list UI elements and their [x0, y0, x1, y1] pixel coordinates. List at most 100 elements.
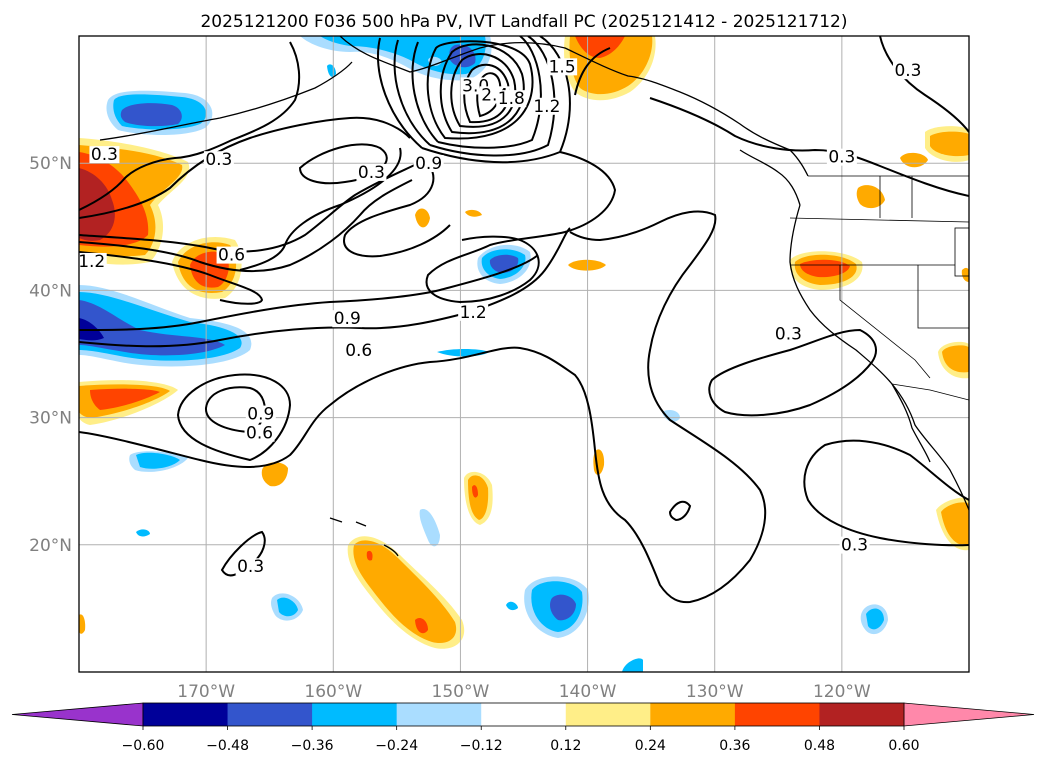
colorbar-overflow-arrow: [903, 702, 1035, 727]
contour-03-tiny: [668, 500, 692, 522]
anomaly-patch-small-positive-7: [79, 614, 86, 634]
anomaly-patch-hawaii-positive-core2: [415, 618, 428, 634]
pv-contours: [79, 36, 969, 604]
contour-label: 0.9: [247, 405, 274, 425]
colorbar-tick-label: 0.12: [550, 738, 581, 754]
contour-label: 0.3: [237, 557, 264, 577]
anomaly-patch-small-positive-1: [261, 462, 288, 487]
contour-09-north: [425, 151, 617, 304]
figure-title: 2025121200 F036 500 hPa PV, IVT Landfall…: [200, 12, 847, 32]
colorbar-underflow-arrow: [11, 702, 144, 727]
anomaly-patch-small-positive-6: [465, 209, 482, 217]
contour-03-upper-left: [79, 41, 301, 211]
anomaly-patch-small-negative-6-core: [866, 608, 884, 630]
state-border-4: [917, 265, 969, 329]
latitude-tick-labels: 20°N 30°N 40°N 50°N: [29, 154, 72, 556]
state-border-3: [839, 265, 931, 379]
contour-label-bg: [839, 536, 870, 554]
aleutian-islands: [99, 61, 353, 141]
contour-label-bg: [458, 303, 489, 321]
colorbar-tick-label: 0.24: [635, 738, 666, 754]
contour-label-bg: [332, 310, 363, 328]
anomaly-patch-alaska-negative-core: [320, 36, 486, 75]
colorbar-tick-label: −0.12: [460, 738, 503, 754]
anomaly-patch-32n-positive-core2: [90, 388, 160, 410]
lat-tick-label: 30°N: [29, 409, 72, 429]
anomaly-patch-small-negative-1-core: [136, 452, 180, 469]
colorbar-segment: [227, 703, 313, 726]
colorbar-segment: [819, 703, 905, 726]
contour-06-mid: [79, 227, 571, 348]
contour-label: 0.9: [415, 154, 442, 174]
colorbar-tick-label: −0.60: [122, 738, 165, 754]
state-border-5: [879, 176, 913, 218]
anomaly-patch-small-positive-2-core2: [472, 485, 478, 498]
baja-coastline: [891, 383, 931, 463]
contour-label: 0.6: [345, 341, 372, 361]
contour-03-big-south: [79, 210, 767, 604]
us-west-coastline: [789, 204, 969, 511]
anomaly-patch-small-negative-9: [506, 601, 518, 611]
colorbar-segment: [481, 703, 567, 726]
contour-03-ne-bend: [879, 36, 969, 133]
contour-label-bg: [244, 424, 275, 442]
coastlines: [99, 36, 969, 557]
longitude-tick-labels: 170°W 160°W 150°W 140°W 130°W 120°W: [177, 682, 871, 702]
contour-label: 0.6: [218, 246, 245, 266]
colorbar-frame: [142, 702, 905, 727]
anomaly-patch-small-negative-2-core: [277, 597, 298, 617]
anomaly-patch-big-negative-142w-core2: [550, 594, 576, 621]
contour-label-bg: [547, 58, 578, 76]
contour-03-southeast: [803, 439, 969, 547]
contour-label: 1.2: [78, 252, 105, 272]
anomaly-patch-coast-positive-4-core: [942, 345, 969, 373]
contour-label: 0.3: [358, 163, 385, 183]
anomaly-patch-small-negative-3: [419, 509, 440, 547]
contour-15-loop: [574, 47, 611, 96]
anomaly-patch-small-positive-5: [415, 208, 430, 228]
contour-06-loop-south: [176, 373, 292, 462]
colorbar-segment: [143, 703, 229, 726]
state-box: [954, 227, 969, 277]
colorbar-segment: [396, 703, 482, 726]
anomaly-patch-small-positive-4: [568, 259, 606, 271]
contour-label-bg: [203, 151, 234, 169]
colorbar-tick-label: 0.48: [804, 738, 835, 754]
colorbar: −0.60 −0.48 −0.36 −0.24 −0.12 0.12 0.24 0.36 0.4…: [11, 702, 1035, 754]
contour-03-sw-loop: [220, 530, 266, 577]
contour-label: 1.2: [533, 97, 560, 117]
lat-tick-label: 20°N: [29, 536, 72, 556]
contour-03-east: [708, 328, 877, 417]
colorbar-tick-label: −0.48: [206, 738, 249, 754]
contour-03-north-coast: [649, 97, 969, 197]
hawaii-islands: [329, 517, 399, 557]
contour-label-bg: [356, 163, 387, 181]
contour-label-bg: [343, 342, 374, 359]
contour-center-6: [411, 36, 542, 149]
contour-03-big: [79, 116, 411, 271]
contour-label-bg: [496, 90, 527, 108]
colorbar-tick-label: 0.60: [888, 738, 919, 754]
contour-label: 0.3: [205, 150, 232, 170]
contour-center-7: [393, 36, 556, 157]
contour-label-bg: [79, 252, 107, 270]
anomaly-patch-california-positive-core2: [800, 259, 850, 278]
colorbar-segment: [734, 703, 820, 726]
contour-label: 0.9: [334, 309, 361, 329]
colorbar-segment: [565, 703, 651, 726]
contour-label-bg: [826, 148, 857, 166]
contour-label: 0.3: [775, 324, 802, 344]
map-gridlines: [79, 36, 969, 672]
contour-label: 1.8: [498, 89, 525, 109]
colorbar-tick-label: −0.24: [375, 738, 418, 754]
anomaly-patch-small-negative-7: [622, 658, 643, 672]
contour-label-bg: [413, 155, 444, 173]
anomaly-patch-mexico-positive-core: [941, 502, 969, 546]
colorbar-tick-label: 0.36: [719, 738, 750, 754]
anomaly-patch-west-positive-core3: [79, 168, 115, 241]
contour-label: 0.6: [246, 424, 273, 444]
contour-center-4: [439, 43, 525, 135]
political-borders: [789, 175, 969, 401]
anomaly-patch-small-negative-5: [662, 410, 680, 422]
